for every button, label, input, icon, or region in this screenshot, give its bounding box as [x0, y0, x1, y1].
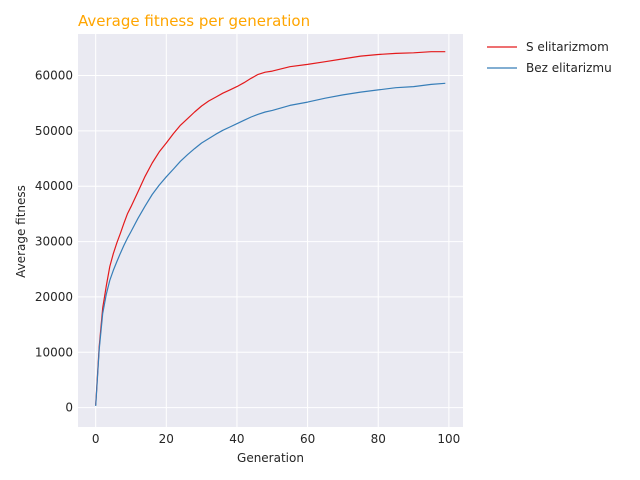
grid-lines — [78, 34, 463, 427]
y-axis-label: Average fitness — [14, 185, 28, 278]
x-tick-label: 0 — [92, 432, 100, 446]
y-tick-label: 30000 — [35, 235, 73, 249]
x-axis-label: Generation — [237, 451, 304, 465]
chart-title: Average fitness per generation — [78, 12, 310, 30]
y-tick-label: 0 — [65, 401, 73, 415]
x-tick-label: 60 — [300, 432, 315, 446]
legend-label: Bez elitarizmu — [526, 61, 612, 75]
y-tick-label: 60000 — [35, 69, 73, 83]
legend: S elitarizmom Bez elitarizmu — [487, 40, 612, 75]
y-axis-ticks: 0 10000 20000 30000 40000 50000 60000 — [35, 69, 73, 415]
x-tick-label: 20 — [159, 432, 174, 446]
y-tick-label: 20000 — [35, 290, 73, 304]
series-line-1 — [95, 51, 446, 405]
y-tick-label: 40000 — [35, 179, 73, 193]
x-tick-label: 80 — [371, 432, 386, 446]
x-axis-ticks: 0 20 40 60 80 100 — [92, 432, 460, 446]
x-tick-label: 100 — [437, 432, 460, 446]
y-tick-label: 10000 — [35, 345, 73, 359]
y-tick-label: 50000 — [35, 124, 73, 138]
series-lines — [95, 51, 446, 407]
x-tick-label: 40 — [229, 432, 244, 446]
legend-label: S elitarizmom — [526, 40, 609, 54]
series-line-2 — [95, 82, 446, 407]
plot-area — [78, 34, 463, 427]
